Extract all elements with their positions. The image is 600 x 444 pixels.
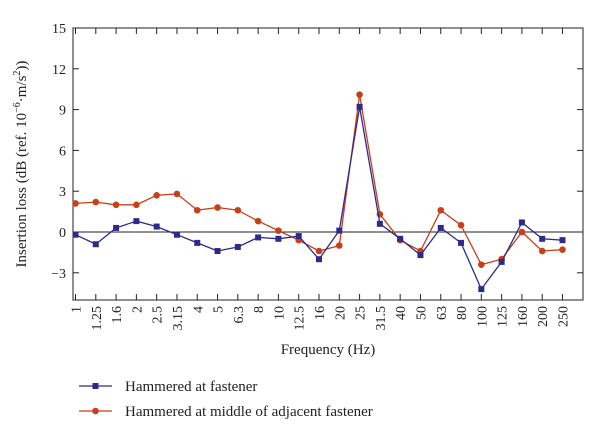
y-axis-title-main: Insertion loss (dB (ref. 10 xyxy=(14,113,30,268)
series-1-point xyxy=(72,231,79,238)
y-tick-label: −3 xyxy=(51,267,66,282)
x-tick-label: 12.5 xyxy=(293,306,308,331)
y-tick-label: 0 xyxy=(59,226,66,241)
series-2-point xyxy=(538,247,546,255)
x-tick-label: 63 xyxy=(435,306,450,320)
series-1-point xyxy=(92,241,99,248)
x-tick-label: 250 xyxy=(557,306,572,327)
x-tick-label: 80 xyxy=(455,306,470,320)
series-1-point xyxy=(417,252,424,259)
legend-label: Hammered at fastener xyxy=(125,379,257,395)
series-layer xyxy=(72,91,566,293)
series-2-line xyxy=(75,94,563,266)
series-1-point xyxy=(153,223,160,230)
series-1-point xyxy=(539,235,546,242)
series-2-point xyxy=(518,228,526,236)
series-1-point xyxy=(234,243,241,250)
plot-area-frame xyxy=(72,27,584,301)
x-tick-label: 20 xyxy=(333,306,348,320)
series-1-point xyxy=(437,224,444,231)
series-2-point xyxy=(214,204,221,211)
series-1-point xyxy=(559,237,566,244)
series-2-point xyxy=(315,247,323,255)
series-1-point xyxy=(518,219,525,226)
x-axis: 1 1.25 1.6 2 2.5 3.15 4 5 6.3 8 10 12.5 16 20 25 31.5 40… xyxy=(70,28,572,331)
x-tick-label: 16 xyxy=(313,306,328,320)
y-tick-label: 3 xyxy=(59,185,66,200)
series-1-point xyxy=(356,103,363,110)
x-tick-label: 1 xyxy=(70,306,85,313)
y-tick-label: 12 xyxy=(52,63,66,78)
series-2-point xyxy=(437,206,445,214)
y-tick-label: 6 xyxy=(59,144,66,159)
series-1-point xyxy=(133,218,140,225)
y-axis: −3 0 3 6 9 12 15 xyxy=(51,22,583,282)
y-tick-label: 15 xyxy=(52,22,66,37)
x-tick-label: 10 xyxy=(272,306,287,320)
x-tick-label: 160 xyxy=(516,306,531,327)
legend-item-1: Hammered at fastener xyxy=(79,379,257,395)
series-2-point xyxy=(254,217,262,225)
legend-marker xyxy=(92,407,99,415)
x-tick-label: 2 xyxy=(130,306,145,313)
x-tick-label: 1.6 xyxy=(110,306,125,324)
series-1-point xyxy=(478,286,485,293)
series-1-point xyxy=(376,220,383,227)
x-axis-title: Frequency (Hz) xyxy=(281,342,376,358)
series-1-point xyxy=(458,239,465,246)
series-2-point xyxy=(478,261,485,268)
x-tick-label: 40 xyxy=(394,306,409,320)
series-1-point xyxy=(214,248,221,255)
x-tick-label: 1.25 xyxy=(90,306,105,331)
y-axis-title-exponent-1: −6 xyxy=(12,102,23,113)
x-tick-label: 8 xyxy=(252,306,267,313)
series-1-point xyxy=(316,256,322,263)
series-1-point xyxy=(255,234,262,241)
series-2 xyxy=(72,91,566,268)
series-2-point xyxy=(92,198,100,206)
series-1-point xyxy=(113,224,120,231)
series-1-point xyxy=(194,239,201,246)
x-tick-label: 100 xyxy=(475,306,490,327)
y-axis-title: Insertion loss (dB (ref. 10−6·m/s2)) xyxy=(12,61,30,268)
series-2-point xyxy=(72,200,79,207)
y-axis-title-exponent-2: 2 xyxy=(12,71,23,76)
series-2-point xyxy=(112,201,120,209)
series-2-point xyxy=(234,206,242,214)
y-axis-title-end: )) xyxy=(14,61,30,71)
series-2-point xyxy=(457,221,465,229)
series-1-point xyxy=(295,233,302,240)
series-2-point xyxy=(335,242,343,249)
legend-item-2: Hammered at middle of adjacent fastener xyxy=(79,404,373,420)
series-2-point xyxy=(133,201,140,209)
x-tick-label: 31.5 xyxy=(374,306,389,331)
series-2-point xyxy=(173,190,181,198)
legend: Hammered at fastener Hammered at middle o… xyxy=(79,379,373,420)
series-2-point xyxy=(356,91,363,98)
x-tick-label: 50 xyxy=(414,306,429,320)
legend-marker xyxy=(92,383,99,389)
x-tick-label: 4 xyxy=(191,306,206,313)
series-1-point xyxy=(173,231,180,238)
x-tick-label: 125 xyxy=(496,306,511,327)
series-2-point xyxy=(193,206,201,214)
series-1-point xyxy=(336,227,343,234)
x-tick-label: 2.5 xyxy=(151,306,166,324)
series-2-point xyxy=(559,246,566,253)
x-tick-label: 6.3 xyxy=(232,306,247,324)
x-tick-label: 5 xyxy=(212,306,227,313)
x-tick-label: 3.15 xyxy=(171,306,186,331)
series-1 xyxy=(72,103,566,293)
series-2-point xyxy=(275,227,282,234)
legend-label: Hammered at middle of adjacent fastener xyxy=(125,404,373,420)
series-2-point xyxy=(153,191,160,199)
y-tick-label: 9 xyxy=(59,104,66,119)
series-1-point xyxy=(397,235,404,242)
series-1-point xyxy=(498,258,505,265)
series-1-point xyxy=(275,235,282,242)
x-tick-label: 200 xyxy=(536,306,551,327)
y-axis-title-middle: ·m/s xyxy=(14,75,30,102)
x-tick-label: 25 xyxy=(354,306,369,320)
